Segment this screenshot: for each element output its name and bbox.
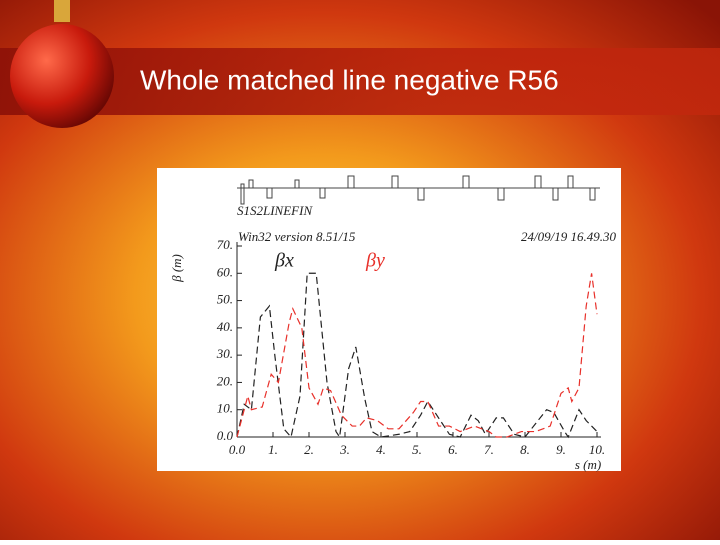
x-tick-label: 2. bbox=[304, 442, 314, 457]
x-tick-label: 8. bbox=[520, 442, 530, 457]
slide-title: Whole matched line negative R56 bbox=[140, 64, 559, 95]
element bbox=[462, 175, 470, 189]
y-tick-label: 20. bbox=[217, 373, 233, 388]
element bbox=[240, 183, 245, 205]
x-tick-label: 1. bbox=[268, 442, 278, 457]
element bbox=[266, 187, 273, 199]
element bbox=[534, 175, 542, 189]
y-tick-label: 70. bbox=[217, 237, 233, 252]
element bbox=[391, 175, 399, 189]
element bbox=[294, 179, 300, 189]
title-band bbox=[0, 48, 720, 115]
y-axis-label: β (m) bbox=[169, 254, 184, 283]
y-tick-label: 60. bbox=[217, 264, 233, 279]
element bbox=[552, 187, 559, 201]
x-tick-label: 4. bbox=[376, 442, 386, 457]
element bbox=[567, 175, 574, 189]
ornament-cap bbox=[54, 0, 70, 22]
y-tick-label: 50. bbox=[217, 292, 233, 307]
x-tick-label: 6. bbox=[448, 442, 458, 457]
x-tick-label: 9. bbox=[556, 442, 566, 457]
y-tick-label: 10. bbox=[217, 401, 233, 416]
legend-entry: βx bbox=[274, 250, 294, 272]
x-axis-label: s (m) bbox=[575, 457, 601, 472]
y-tick-label: 40. bbox=[217, 319, 233, 334]
x-tick-label: 3. bbox=[339, 442, 350, 457]
series-line bbox=[236, 273, 598, 438]
element bbox=[589, 187, 596, 201]
program-label: Win32 version 8.51/15 bbox=[238, 229, 356, 244]
timestamp-label: 24/09/19 16.49.30 bbox=[521, 229, 616, 244]
element bbox=[248, 179, 254, 189]
ornament bbox=[10, 24, 114, 128]
chart: S1S2LINEFIN Win32 version 8.51/15 24/09/… bbox=[157, 168, 621, 472]
y-tick-label: 30. bbox=[216, 346, 233, 361]
y-tick-label: 0.0 bbox=[217, 428, 234, 443]
beamline-label: S1S2LINEFIN bbox=[237, 203, 313, 218]
element bbox=[319, 187, 326, 199]
x-tick-label: 5. bbox=[412, 442, 422, 457]
series-line bbox=[236, 272, 598, 439]
element bbox=[497, 187, 505, 201]
lattice bbox=[237, 175, 600, 205]
legend-entry: βy bbox=[365, 250, 385, 272]
element bbox=[347, 175, 355, 189]
element bbox=[417, 187, 425, 201]
x-tick-label: 0.0 bbox=[229, 442, 246, 457]
x-tick-label: 10. bbox=[589, 442, 605, 457]
x-tick-label: 7. bbox=[484, 442, 494, 457]
chart-background bbox=[157, 168, 621, 471]
